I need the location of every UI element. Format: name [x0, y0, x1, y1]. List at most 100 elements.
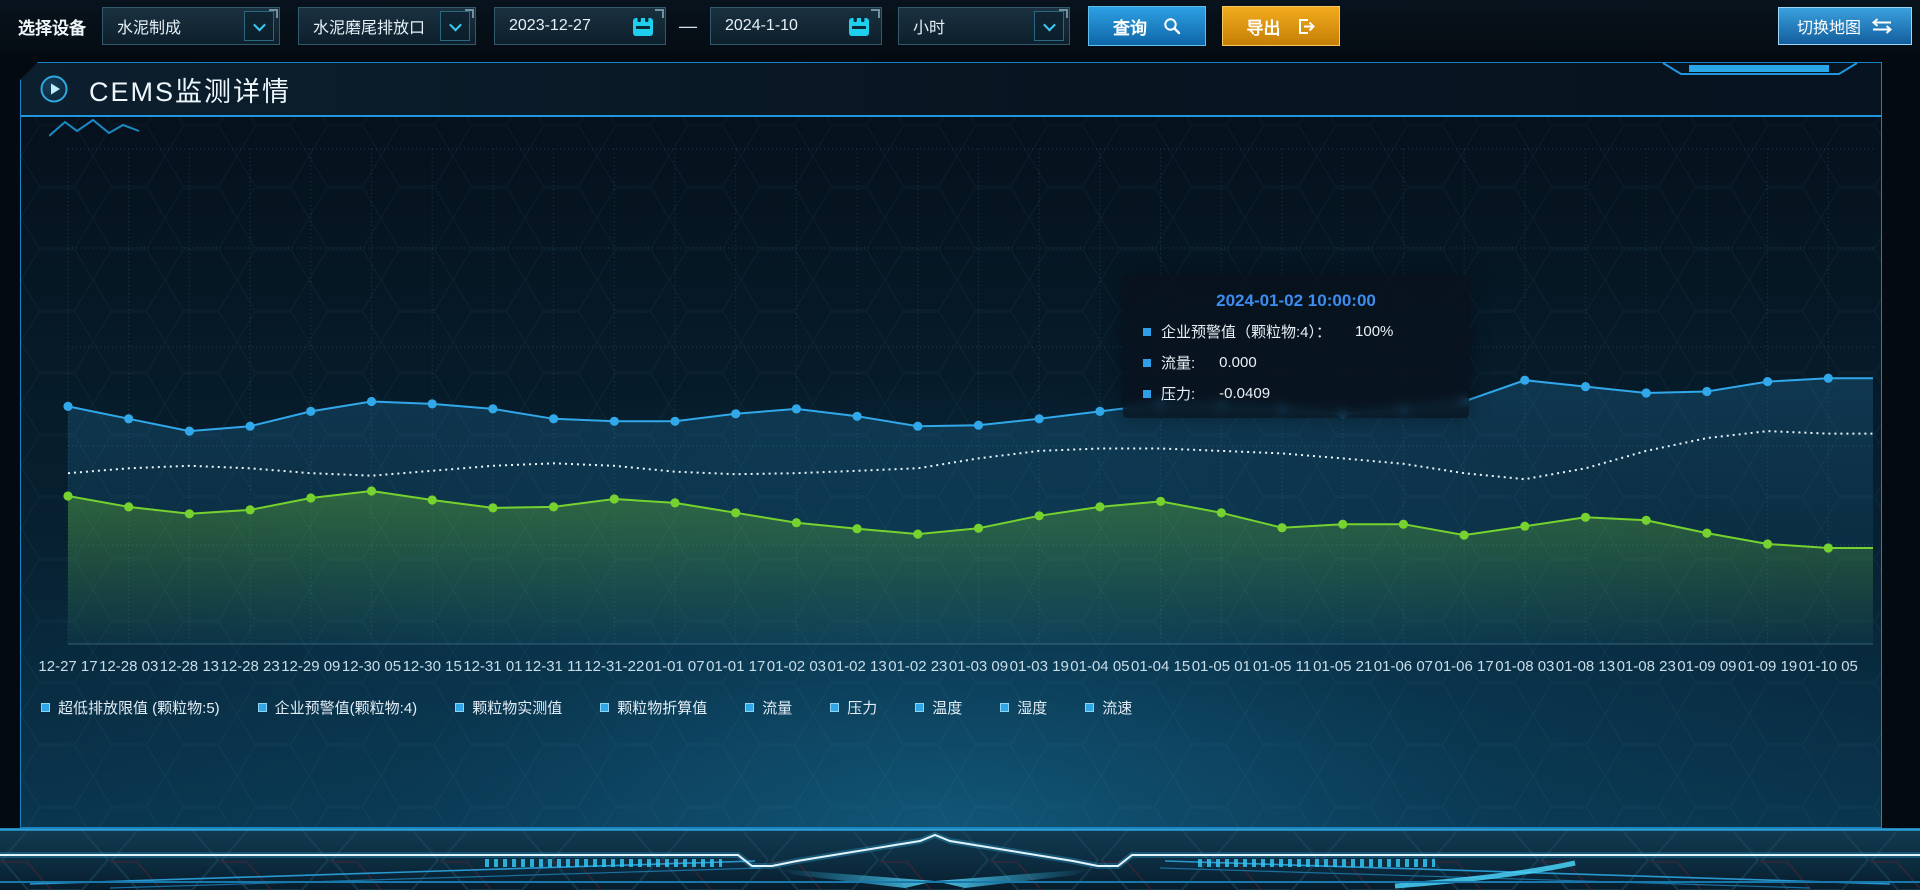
data-point[interactable] — [427, 399, 437, 409]
data-point[interactable] — [913, 529, 923, 539]
legend-item[interactable]: 压力 — [830, 697, 877, 718]
x-axis-label: 01-08 13 — [1556, 658, 1615, 675]
data-point[interactable] — [306, 406, 316, 416]
data-point[interactable] — [1520, 375, 1530, 385]
x-axis-label: 12-30 15 — [403, 658, 462, 675]
legend-item-label: 企业预警值(颗粒物:4) — [274, 700, 418, 717]
data-point[interactable] — [1398, 519, 1408, 529]
device-select[interactable]: 水泥制成 — [102, 7, 280, 45]
data-point[interactable] — [124, 502, 134, 512]
data-point[interactable] — [670, 498, 680, 508]
data-point[interactable] — [366, 486, 377, 496]
data-point[interactable] — [549, 414, 559, 424]
device-select-value: 水泥制成 — [117, 20, 182, 37]
data-point[interactable] — [1823, 543, 1833, 553]
data-point[interactable] — [973, 420, 984, 430]
data-point[interactable] — [1641, 388, 1651, 398]
legend-item[interactable]: 颗粒物实测值 — [455, 697, 562, 718]
data-point[interactable] — [366, 396, 377, 407]
data-point[interactable] — [1702, 528, 1712, 538]
data-point[interactable] — [1580, 382, 1591, 392]
calendar-icon[interactable] — [846, 13, 872, 39]
outlet-select-value: 水泥磨尾排放口 — [313, 20, 426, 37]
data-point[interactable] — [245, 505, 255, 515]
data-point[interactable] — [1763, 377, 1773, 387]
data-point[interactable] — [1520, 521, 1530, 531]
series-line-流量 — [67, 430, 1873, 481]
tooltip-row: 企业预警值（颗粒物:4）： 100% — [1143, 321, 1449, 342]
export-button[interactable]: 导出 — [1222, 6, 1340, 46]
data-point[interactable] — [1763, 539, 1773, 549]
data-point[interactable] — [973, 523, 984, 533]
data-point[interactable] — [1641, 515, 1651, 525]
data-point[interactable] — [1034, 511, 1044, 521]
data-point[interactable] — [609, 494, 619, 504]
data-point[interactable] — [488, 404, 498, 414]
legend-item[interactable]: 流量 — [745, 697, 792, 718]
calendar-icon[interactable] — [630, 13, 656, 39]
data-point[interactable] — [184, 426, 194, 436]
x-axis-label: 01-09 09 — [1677, 658, 1736, 675]
legend-item[interactable]: 超低排放限值 (颗粒物:5) — [41, 697, 220, 718]
search-icon — [1164, 18, 1181, 35]
data-point[interactable] — [549, 502, 559, 512]
query-button[interactable]: 查询 — [1088, 6, 1206, 46]
data-point[interactable] — [488, 503, 498, 513]
data-point[interactable] — [427, 495, 437, 505]
data-point[interactable] — [852, 411, 862, 421]
tooltip-row: 流量: 0.000 — [1143, 352, 1449, 373]
legend-item[interactable]: 湿度 — [1000, 697, 1047, 718]
legend-item[interactable]: 企业预警值(颗粒物:4) — [257, 697, 418, 718]
data-point[interactable] — [791, 404, 802, 414]
data-point[interactable] — [913, 421, 923, 431]
cems-panel: CEMS监测详情 12-27 17 12-28 03 12-28 13 12-28 2… — [20, 62, 1882, 828]
legend-item[interactable]: 温度 — [915, 697, 962, 718]
data-point[interactable] — [1216, 508, 1226, 518]
data-point[interactable] — [670, 416, 680, 426]
interval-select[interactable]: 小时 — [898, 7, 1070, 45]
legend-item-label: 流速 — [1102, 700, 1133, 717]
data-point[interactable] — [1459, 530, 1469, 540]
x-axis-label: 01-02 23 — [888, 658, 947, 675]
data-point[interactable] — [306, 493, 316, 503]
start-date-input[interactable]: 2023-12-27 — [494, 7, 666, 45]
outlet-select[interactable]: 水泥磨尾排放口 — [298, 7, 476, 45]
tooltip-row-label: 流量: — [1161, 355, 1196, 372]
data-point[interactable] — [1277, 523, 1287, 533]
chevron-box[interactable] — [1034, 11, 1064, 41]
data-point[interactable] — [731, 409, 741, 419]
data-point[interactable] — [791, 518, 802, 528]
switch-map-button[interactable]: 切换地图 — [1778, 7, 1912, 45]
data-point[interactable] — [731, 508, 741, 518]
data-point[interactable] — [1095, 406, 1105, 416]
interval-select-value: 小时 — [913, 20, 946, 37]
x-axis-label: 12-28 13 — [160, 658, 219, 675]
data-point[interactable] — [124, 414, 134, 424]
data-point[interactable] — [184, 509, 194, 519]
data-point[interactable] — [1034, 414, 1044, 424]
data-point[interactable] — [63, 401, 73, 411]
legend-item[interactable]: 流速 — [1085, 697, 1132, 718]
x-axis-label: 12-31 11 — [525, 658, 583, 675]
data-point[interactable] — [1702, 386, 1712, 397]
data-point[interactable] — [609, 416, 619, 426]
legend-item-label: 压力 — [847, 700, 878, 717]
tooltip-title: 2024-01-02 10:00:00 — [1216, 291, 1376, 310]
data-point[interactable] — [1338, 519, 1348, 529]
tooltip-row-value: 100% — [1355, 323, 1394, 340]
data-point[interactable] — [1580, 512, 1591, 522]
trend-chart[interactable]: 12-27 17 12-28 03 12-28 13 12-28 23 12-29 09… — [38, 131, 1874, 691]
chevron-box[interactable] — [440, 11, 470, 41]
data-point[interactable] — [852, 524, 862, 534]
tooltip-rows: 企业预警值（颗粒物:4）： 100% 流量: 0.000 压力: -0.0409 — [1143, 321, 1449, 404]
end-date-input[interactable]: 2024-1-10 — [710, 7, 882, 45]
header-notch-decoration — [1662, 62, 1858, 75]
chevron-box[interactable] — [244, 11, 274, 41]
data-point[interactable] — [63, 491, 73, 501]
data-point[interactable] — [245, 421, 255, 431]
data-point[interactable] — [1095, 502, 1105, 512]
panel-header: CEMS监测详情 — [21, 63, 1881, 117]
data-point[interactable] — [1823, 373, 1833, 383]
legend-item[interactable]: 颗粒物折算值 — [600, 697, 707, 718]
data-point[interactable] — [1156, 496, 1166, 506]
